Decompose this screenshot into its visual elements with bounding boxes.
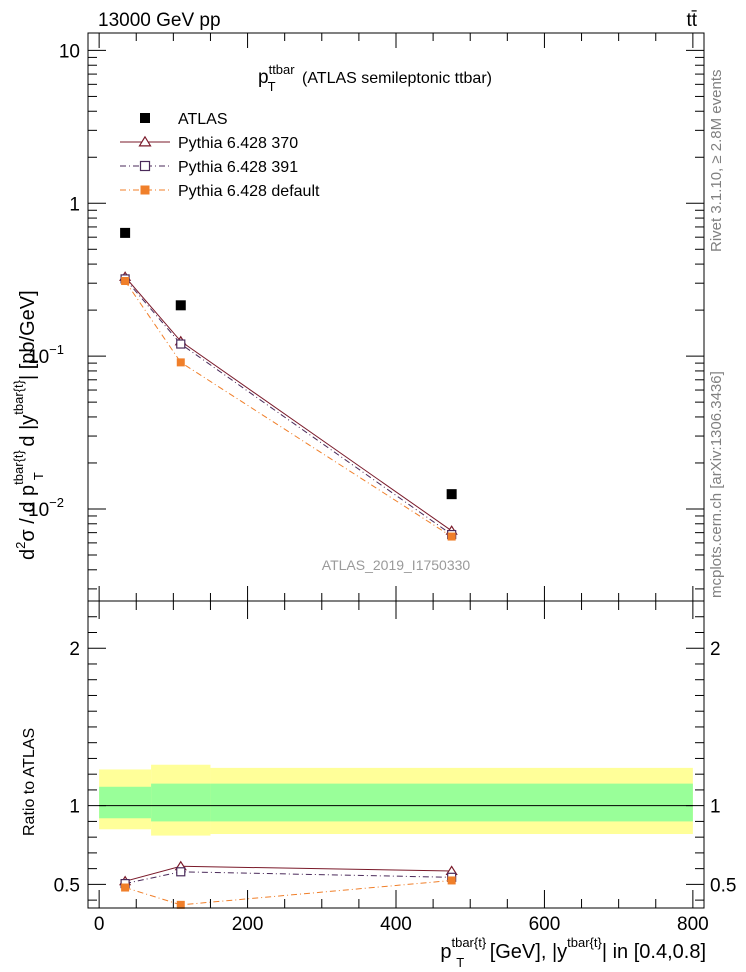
ratio-line [124, 865, 452, 882]
ratio-y-tick-label: 0.5 [54, 875, 80, 896]
data-point [176, 358, 185, 367]
uncertainty-band-stat [99, 786, 152, 819]
y-tick-label: 10 [59, 41, 80, 62]
x-tick-label: 800 [677, 914, 709, 935]
y-tick-label: 1 [69, 194, 80, 215]
x-tick-label: 0 [94, 914, 105, 935]
data-point [446, 489, 457, 500]
series-line [124, 280, 452, 537]
data-point [447, 532, 456, 541]
data-point [175, 300, 186, 311]
ratio-series-pythia-6-428-default [121, 876, 456, 909]
legend-item: Pythia 6.428 default [120, 183, 320, 200]
ratio-plot-area [99, 764, 693, 909]
data-point [176, 900, 185, 909]
x-tick-label: 200 [232, 914, 264, 935]
legend-item: ATLAS [140, 111, 228, 128]
ratio-panel: 0.5 0.5 1 1 2 2 0 200 400 600 800 Ratio to ATLAS [21, 600, 736, 935]
data-point [140, 185, 150, 195]
data-point [121, 883, 130, 892]
x-axis-title: ptbar{t} T [GeV], |ytbar{t}| in [0.4,0.8] [440, 935, 706, 970]
legend-item: Pythia 6.428 391 [120, 159, 298, 176]
data-point [140, 113, 150, 123]
data-point [121, 277, 130, 286]
series-line [124, 276, 452, 532]
ratio-y-tick-label: 2 [69, 639, 80, 660]
main-y-axis-title: d2σ / d ptbar{t} T d |ytbar{t}| [pb/GeV] [11, 290, 46, 560]
ratio-line [125, 871, 452, 885]
energy-label: 13000 GeV pp [98, 10, 221, 31]
series-line [124, 278, 452, 535]
legend-label: Pythia 6.428 391 [178, 159, 298, 176]
ratio-y-axis-title: Ratio to ATLAS [21, 728, 38, 836]
main-plot-area [119, 227, 458, 541]
data-point [176, 867, 186, 877]
legend-item: Pythia 6.428 370 [120, 135, 298, 152]
data-point [176, 339, 186, 349]
mcplots-label: mcplots.cern.ch [arXiv:1306.3436] [708, 371, 725, 598]
ratio-y-tick-label-right: 0.5 [710, 875, 736, 896]
analysis-watermark: ATLAS_2019_I1750330 [322, 557, 471, 573]
chart-title: pttbar T (ATLAS semileptonic ttbar) [258, 62, 492, 94]
y-tick-label: 10−2 [28, 495, 64, 521]
ratio-line [124, 879, 452, 906]
uncertainty-band-stat [210, 783, 693, 822]
legend-label: Pythia 6.428 default [178, 183, 320, 200]
ratio-y-tick-label-right: 1 [710, 797, 721, 818]
legend-label: ATLAS [178, 111, 228, 128]
legend: ATLAS Pythia 6.428 370 Pythia 6.428 391 Pyt… [120, 111, 320, 200]
data-point [447, 876, 456, 885]
ratio-ticks: 0.5 0.5 1 1 2 2 0 200 400 600 800 [54, 601, 736, 935]
uncertainty-band-stat [151, 783, 211, 822]
data-point [138, 135, 152, 147]
data-point [139, 160, 151, 172]
ratio-series-pythia-6-428-391 [120, 867, 457, 889]
series-atlas [120, 227, 457, 500]
x-tick-label: 400 [380, 914, 412, 935]
series-pythia-6-428-370 [119, 271, 458, 535]
process-label: tt̄ [686, 10, 697, 31]
data-point [120, 227, 131, 238]
series-pythia-6-428-default [121, 277, 456, 541]
ratio-series-pythia-6-428-370 [119, 860, 458, 886]
ratio-y-tick-label-right: 2 [710, 639, 721, 660]
ratio-y-tick-label: 1 [69, 797, 80, 818]
x-tick-label: 600 [529, 914, 561, 935]
rivet-label: Rivet 3.1.10, ≥ 2.8M events [708, 70, 725, 253]
legend-label: Pythia 6.428 370 [178, 135, 298, 152]
